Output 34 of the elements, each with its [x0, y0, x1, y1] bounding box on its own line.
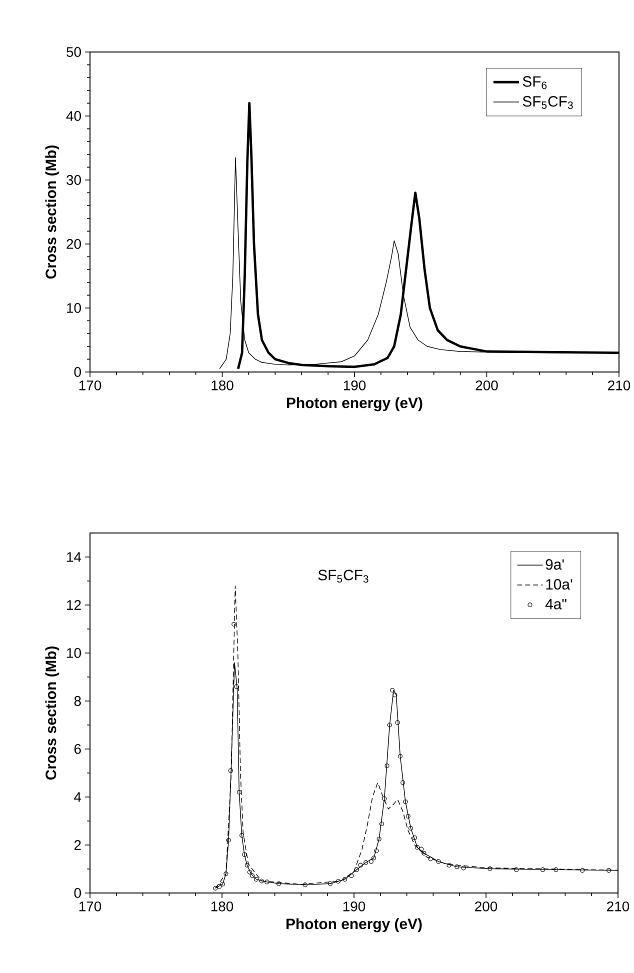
- y-tick-label: 4: [74, 792, 82, 802]
- legend-label: 4a": [545, 598, 566, 610]
- annotation: SF$_{5}$CF$_{3}$: [318, 570, 368, 583]
- x-tick-label: 190: [343, 901, 366, 912]
- x-tick-label: 200: [476, 380, 498, 390]
- y-tick-label: 14: [67, 552, 82, 562]
- y-tick-label: 12: [67, 600, 81, 610]
- x-tick-label: 180: [211, 901, 234, 912]
- y-tick-label: 8: [74, 696, 81, 706]
- x-tick-label: 210: [607, 901, 630, 912]
- x-axis-title: Photon energy (eV): [286, 918, 422, 932]
- legend-label: SF$_{5}$CF$_{3}$: [522, 96, 573, 109]
- legend-label: SF$_{6}$: [522, 76, 547, 90]
- y-axis-title: Cross section (Mb): [45, 646, 60, 780]
- y-tick-label: 50: [66, 47, 81, 57]
- y-tick-label: 0: [74, 367, 81, 377]
- y-tick-label: 40: [66, 111, 81, 121]
- y-tick-label: 2: [74, 840, 81, 850]
- x-axis-title: Photon energy (eV): [287, 397, 422, 412]
- x-tick-label: 170: [79, 380, 102, 390]
- x-tick-label: 200: [475, 901, 498, 912]
- x-tick-label: 210: [608, 380, 630, 390]
- y-axis-title: Cross section (Mb): [45, 145, 60, 279]
- x-tick-label: 170: [79, 901, 102, 912]
- y-tick-label: 20: [66, 239, 81, 249]
- legend-label: 9a': [546, 559, 564, 570]
- y-tick-label: 0: [74, 888, 81, 898]
- y-tick-label: 6: [74, 744, 81, 754]
- y-tick-label: 30: [66, 175, 81, 185]
- x-tick-label: 190: [344, 380, 366, 390]
- y-tick-label: 10: [67, 648, 81, 658]
- x-tick-label: 180: [212, 380, 234, 390]
- y-tick-label: 10: [67, 303, 81, 313]
- legend-label: 10a': [546, 579, 572, 590]
